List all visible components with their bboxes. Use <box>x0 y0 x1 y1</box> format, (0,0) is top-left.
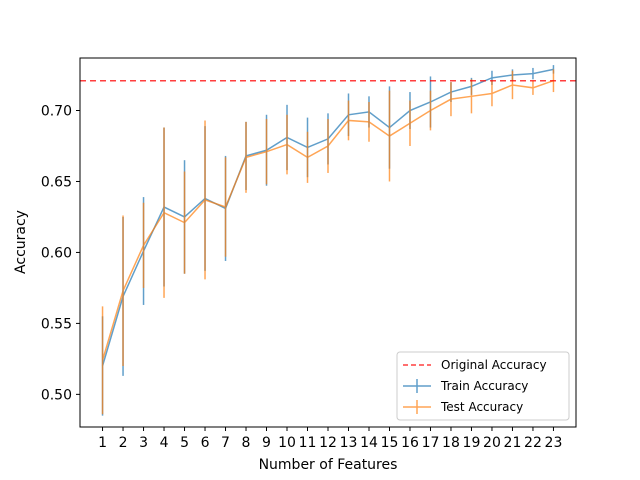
x-tick-label: 18 <box>442 435 460 451</box>
x-tick-label: 1 <box>98 435 107 451</box>
x-tick-label: 8 <box>242 435 251 451</box>
legend-label-test: Test Accuracy <box>440 400 523 414</box>
x-tick-label: 11 <box>299 435 317 451</box>
x-tick-label: 9 <box>262 435 271 451</box>
x-tick-label: 7 <box>221 435 230 451</box>
x-tick-label: 20 <box>483 435 501 451</box>
x-tick-label: 12 <box>319 435 337 451</box>
series-line <box>101 79 554 361</box>
y-tick-label: 0.70 <box>41 104 72 120</box>
x-tick-label: 22 <box>524 435 542 451</box>
x-tick-label: 15 <box>381 435 399 451</box>
x-tick-label: 23 <box>545 435 563 451</box>
x-axis-label: Number of Features <box>259 457 398 473</box>
x-tick-label: 4 <box>160 435 169 451</box>
x-tick-label: 6 <box>201 435 210 451</box>
series-test <box>101 69 555 415</box>
x-tick-label: 17 <box>422 435 440 451</box>
y-tick-label: 0.50 <box>41 387 72 403</box>
legend-label-train: Train Accuracy <box>440 379 528 393</box>
y-tick-label: 0.60 <box>41 245 72 261</box>
x-tick-label: 5 <box>180 435 189 451</box>
legend-swatch-test <box>403 400 431 414</box>
legend-swatch-train <box>403 379 431 393</box>
y-axis-label: Accuracy <box>13 210 29 274</box>
x-axis-ticks: 1 2 3 4 5 6 7 8 9 10 11 12 13 14 15 16 17 18 19 20 21 22 23 <box>98 427 562 451</box>
legend-box <box>396 351 570 421</box>
x-tick-label: 10 <box>278 435 296 451</box>
x-tick-label: 3 <box>139 435 148 451</box>
x-tick-label: 21 <box>504 435 522 451</box>
x-tick-label: 13 <box>340 435 358 451</box>
legend-label-original: Original Accuracy <box>441 358 547 372</box>
series-layer <box>101 65 555 416</box>
y-tick-label: 0.55 <box>41 316 72 332</box>
x-tick-label: 16 <box>401 435 419 451</box>
y-axis-ticks: 0.50 0.55 0.60 0.65 0.70 <box>41 104 80 403</box>
legend: Original Accuracy Train Accuracy Test Ac… <box>396 351 570 421</box>
y-tick-label: 0.65 <box>41 174 72 190</box>
x-tick-label: 19 <box>463 435 481 451</box>
x-tick-label: 14 <box>360 435 378 451</box>
x-tick-label: 2 <box>119 435 128 451</box>
